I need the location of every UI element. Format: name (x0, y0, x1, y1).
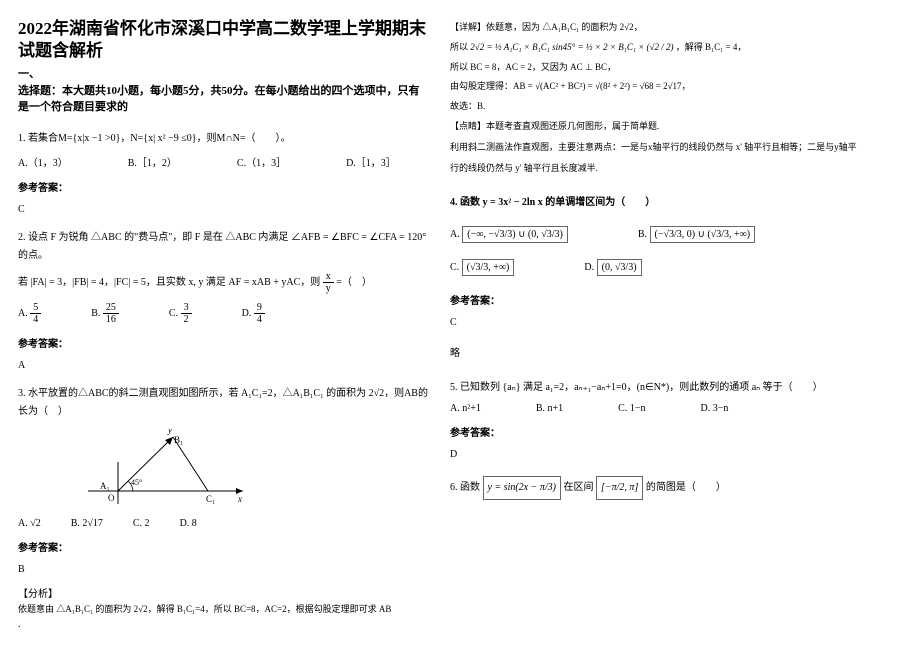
section-one-desc: 选择题：本大题共10小题，每小题5分，共50分。在每小题给出的四个选项中，只有是… (18, 83, 430, 116)
q2-ans: A (18, 360, 430, 371)
q3-diagram: y x O A₁ B₁ C₁ 45° (78, 429, 430, 512)
q3-options: A. √2 B. 2√17 C. 2 D. 8 (18, 518, 430, 529)
oblique-diagram-svg: y x O A₁ B₁ C₁ 45° (78, 429, 248, 509)
question-1: 1. 若集合M={x|x −1 >0}，N={x| x² −9 ≤0}，则M∩N… (18, 130, 430, 148)
q2-opt-d: D. 94 (242, 302, 265, 325)
question-2: 2. 设点 F 为锐角 △ABC 的"费马点"，即 F 是在 △ABC 内满足 … (18, 229, 430, 294)
r1-line3: 所以 BC = 8，AC = 2，又因为 AC ⊥ BC， (450, 58, 862, 78)
q2-opt-a: A. 54 (18, 302, 41, 325)
q1-opt-b: B.［1，2） (128, 154, 177, 169)
q2-line2: 若 |FA| = 3，|FB| = 4，|FC| = 5，且实数 x, y 满足… (18, 271, 430, 294)
r1-line2: 所以 2√2 = ½ A₁C₁ × B₁C₁ sin45° = ½ × 2 × … (450, 38, 862, 58)
r1-detail-label: 【详解】依题意，因为 △A₁B₁C₁ 的面积为 2√2， (450, 18, 862, 38)
q3-opt-a: A. √2 (18, 518, 41, 529)
q1-ans: C (18, 204, 430, 215)
diag-O: O (108, 493, 115, 503)
question-3: 3. 水平放置的△ABC的斜二测直观图如图所示，若 A₁C₁=2，△A₁B₁C₁… (18, 385, 430, 421)
q3-period: . (18, 619, 430, 630)
q3-ans: B (18, 564, 430, 575)
q2-options: A. 54 B. 2516 C. 32 D. 94 (18, 302, 430, 325)
q5-opt-c: C. 1−n (618, 403, 645, 414)
q5-ans-label: 参考答案： (450, 424, 862, 439)
question-6: 6. 函数 y = sin(2x − π/3) 在区间 [−π/2, π] 的简… (450, 476, 862, 500)
q1-ans-label: 参考答案： (18, 179, 430, 194)
q2-opt-b: B. 2516 (91, 302, 119, 325)
left-column: 2022年湖南省怀化市深溪口中学高二数学理上学期期末试题含解析 一、 选择题：本… (0, 0, 440, 651)
q3-opt-c: C. 2 (133, 518, 150, 529)
diag-y: y (167, 429, 172, 435)
diag-45: 45° (131, 478, 142, 487)
question-5: 5. 已知数列 {aₙ} 满足 a₁=2，aₙ₊₁−aₙ+1=0，(n∈N*)，… (450, 379, 862, 397)
q3-analysis-label: 【分析】 (18, 585, 430, 600)
q3-opt-d: D. 8 (180, 518, 197, 529)
q5-opt-a: A. n²+1 (450, 403, 481, 414)
q5-opt-b: B. n+1 (536, 403, 563, 414)
q4-ans-label: 参考答案： (450, 292, 862, 307)
q4-skip: 略 (450, 344, 862, 359)
r1-point: 【点睛】本题考查直观图还原几何图形，属于简单题. (450, 117, 862, 137)
right-column: 【详解】依题意，因为 △A₁B₁C₁ 的面积为 2√2， 所以 2√2 = ½ … (440, 0, 880, 651)
q2-text-c: =（ ） (336, 276, 372, 287)
q4-opts-row2: C. (√3/3, +∞) D. (0, √3/3) (450, 259, 862, 276)
q2-text-b: 若 |FA| = 3，|FB| = 4，|FC| = 5，且实数 x, y 满足… (18, 276, 320, 287)
q4-opt-a: A. (−∞, −√3/3) ∪ (0, √3/3) (450, 226, 568, 243)
r1-note: 利用斜二测画法作直观图，主要注意两点：一是与x轴平行的线段仍然与 x' 轴平行且… (450, 137, 862, 180)
q1-opt-c: C.（1，3］ (237, 154, 286, 169)
diag-B1: B₁ (174, 435, 183, 445)
q3-opt-b: B. 2√17 (71, 518, 103, 529)
q5-opt-d: D. 3−n (700, 403, 728, 414)
question-4: 4. 函数 y = 3x² − 2ln x 的单调增区间为（ ） (450, 194, 862, 212)
q2-frac-xy: x y (323, 271, 334, 294)
diag-A1: A₁ (100, 481, 110, 491)
page-container: 2022年湖南省怀化市深溪口中学高二数学理上学期期末试题含解析 一、 选择题：本… (0, 0, 920, 651)
q1-opt-d: D.［1，3］ (346, 154, 396, 169)
q4-ans: C (450, 317, 862, 328)
diag-x: x (237, 494, 242, 504)
q5-ans: D (450, 449, 862, 460)
q4-opt-d: D. (0, √3/3) (584, 259, 641, 276)
r1-line5: 故选：B. (450, 97, 862, 117)
diag-C1: C₁ (206, 494, 215, 504)
q1-opt-a: A.（1，3） (18, 154, 68, 169)
q6-interval: [−π/2, π] (596, 476, 643, 500)
exam-title: 2022年湖南省怀化市深溪口中学高二数学理上学期期末试题含解析 (18, 18, 430, 62)
q4-opts-row1: A. (−∞, −√3/3) ∪ (0, √3/3) B. (−√3/3, 0)… (450, 226, 862, 243)
q6-fn: y = sin(2x − π/3) (483, 476, 562, 500)
r1-line4: 由勾股定理得：AB = √(AC² + BC²) = √(8² + 2²) = … (450, 77, 862, 97)
q4-opt-b: B. (−√3/3, 0) ∪ (√3/3, +∞) (638, 226, 755, 243)
q5-options: A. n²+1 B. n+1 C. 1−n D. 3−n (450, 403, 862, 414)
q2-opt-c: C. 32 (169, 302, 192, 325)
q4-opt-c: C. (√3/3, +∞) (450, 259, 514, 276)
q2-ans-label: 参考答案： (18, 335, 430, 350)
section-one-label: 一、 (18, 66, 430, 83)
q1-options: A.（1，3） B.［1，2） C.（1，3］ D.［1，3］ (18, 154, 430, 169)
q3-ans-label: 参考答案： (18, 539, 430, 554)
q1-text: 1. 若集合M={x|x −1 >0}，N={x| x² −9 ≤0}，则M∩N… (18, 133, 290, 144)
q2-text-a: 2. 设点 F 为锐角 △ABC 的"费马点"，即 F 是在 △ABC 内满足 … (18, 229, 430, 265)
q3-analysis: 依题意由 △A₁B₁C₁ 的面积为 2√2，解得 B₁C₁=4，所以 BC=8，… (18, 600, 430, 620)
